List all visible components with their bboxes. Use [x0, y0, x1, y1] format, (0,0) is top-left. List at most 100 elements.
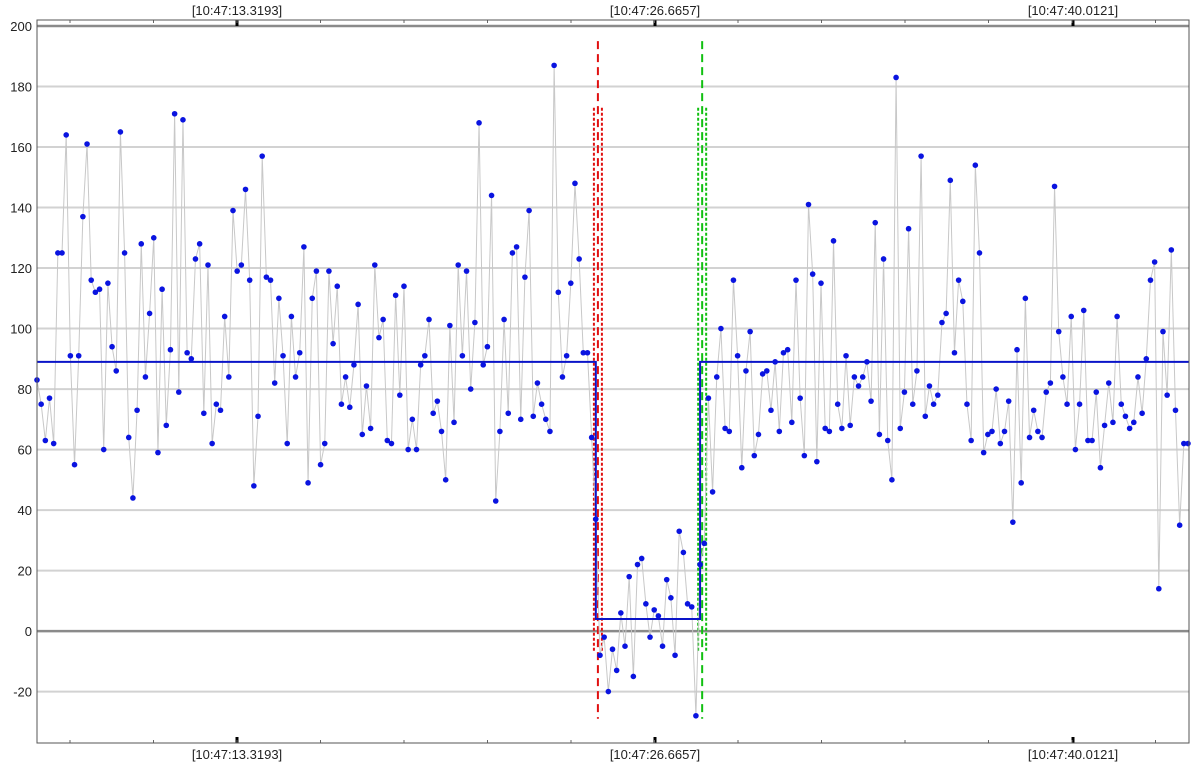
data-point	[1130, 419, 1137, 426]
data-point	[292, 374, 299, 380]
data-point	[426, 316, 432, 323]
data-point	[513, 244, 520, 250]
x-tick-label-top: [10:47:13.3193]	[192, 3, 282, 18]
data-point	[150, 235, 157, 241]
data-point	[805, 201, 812, 208]
data-point	[434, 398, 441, 404]
data-point	[713, 374, 720, 380]
data-point	[747, 328, 753, 335]
y-tick-label: 140	[10, 201, 32, 216]
data-point	[1035, 428, 1041, 435]
data-point	[547, 428, 553, 435]
data-point	[1164, 392, 1170, 398]
x-tick-label-bottom: [10:47:26.6657]	[610, 747, 700, 762]
x-tick-label-top: [10:47:26.6657]	[610, 3, 700, 18]
data-point	[467, 386, 474, 392]
data-point	[676, 528, 683, 535]
y-tick-label: 200	[10, 19, 32, 34]
data-point	[1043, 389, 1050, 395]
data-point	[530, 413, 537, 420]
data-point	[1072, 446, 1079, 453]
data-point	[1022, 295, 1029, 302]
data-point	[384, 437, 391, 444]
data-point	[688, 604, 695, 610]
data-point	[726, 428, 733, 435]
data-point	[105, 280, 111, 286]
data-point	[401, 283, 407, 290]
data-point	[563, 352, 570, 359]
data-point	[905, 225, 912, 232]
data-point	[1181, 440, 1187, 447]
data-point	[338, 401, 345, 407]
data-point	[163, 422, 170, 429]
data-point	[989, 428, 995, 435]
data-point	[492, 498, 499, 504]
data-point	[668, 594, 674, 601]
data-point	[1126, 425, 1133, 432]
data-point	[985, 431, 991, 438]
data-point	[505, 410, 512, 417]
data-point	[597, 652, 603, 659]
data-point	[751, 452, 758, 459]
y-tick-label: 40	[18, 503, 32, 518]
data-point	[1026, 434, 1033, 441]
data-point	[455, 262, 461, 268]
data-point	[859, 374, 866, 380]
data-point	[551, 62, 557, 69]
data-point	[1051, 183, 1058, 190]
data-point	[180, 117, 186, 123]
data-point	[388, 440, 395, 447]
data-point	[684, 601, 691, 607]
data-point	[1080, 307, 1087, 314]
data-point	[326, 268, 332, 274]
data-point	[1097, 464, 1104, 471]
data-point	[630, 673, 637, 680]
data-point	[947, 177, 954, 184]
data-point	[680, 549, 687, 556]
data-point	[1001, 428, 1008, 435]
data-point	[759, 371, 766, 377]
data-point	[584, 349, 591, 356]
data-point	[276, 295, 282, 302]
data-point	[939, 319, 945, 326]
data-point	[743, 368, 749, 374]
data-point	[205, 262, 211, 268]
data-point	[271, 380, 278, 386]
data-point	[1018, 480, 1024, 486]
data-point	[371, 262, 378, 268]
y-tick-label: 160	[10, 140, 32, 155]
data-point	[930, 401, 937, 407]
data-point	[960, 298, 966, 305]
data-point	[42, 437, 49, 444]
data-point	[1093, 389, 1100, 395]
data-point	[997, 440, 1004, 447]
data-point	[196, 241, 203, 247]
data-point	[993, 386, 999, 392]
y-tick-label: 20	[18, 564, 32, 579]
data-point	[880, 256, 887, 262]
data-point	[484, 343, 491, 350]
data-point	[438, 428, 445, 435]
data-point	[851, 374, 858, 380]
data-point	[643, 601, 649, 607]
data-point	[872, 219, 879, 226]
data-point	[697, 561, 703, 568]
data-point	[355, 301, 361, 308]
data-point	[1076, 401, 1083, 407]
data-point	[422, 352, 428, 359]
data-point	[251, 483, 257, 489]
data-point	[159, 286, 165, 293]
data-point	[109, 343, 115, 350]
data-points	[34, 62, 1191, 719]
data-point	[693, 712, 699, 719]
data-point	[459, 352, 466, 359]
y-tick-label: 0	[25, 624, 32, 639]
x-tick-label-bottom: [10:47:13.3193]	[192, 747, 282, 762]
data-point	[1039, 434, 1045, 441]
data-point	[509, 250, 516, 256]
data-point	[167, 346, 174, 353]
data-point	[1147, 277, 1154, 283]
data-point	[943, 310, 949, 317]
data-point	[392, 292, 399, 299]
